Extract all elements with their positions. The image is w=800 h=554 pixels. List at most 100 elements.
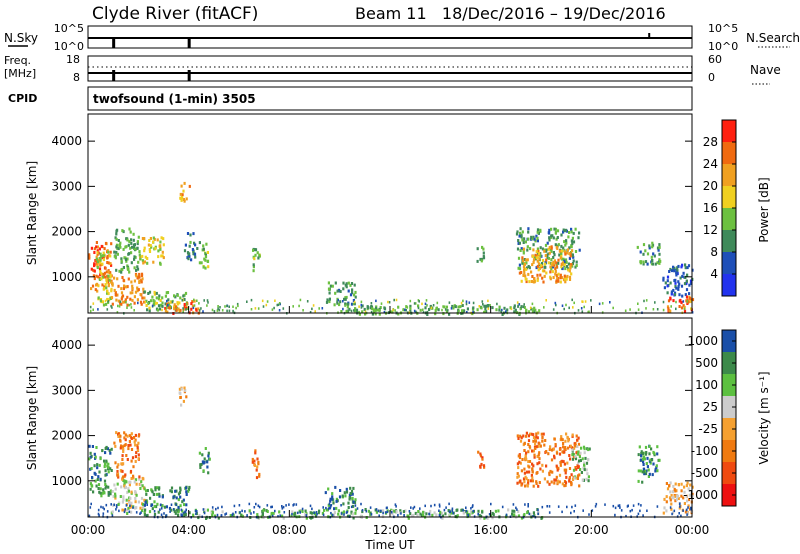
range-cell (532, 439, 535, 443)
range-cell (421, 302, 423, 306)
range-cell (438, 514, 441, 517)
range-cell (354, 511, 357, 515)
range-cell (572, 455, 575, 459)
y-tick-label: 1000 (51, 474, 82, 488)
range-cell (543, 477, 546, 481)
range-cell (131, 287, 134, 290)
range-cell (117, 503, 120, 506)
range-cell (548, 251, 551, 255)
range-cell (336, 301, 339, 305)
range-cell (350, 309, 353, 313)
range-cell (281, 505, 283, 508)
range-cell (250, 308, 253, 311)
range-cell (305, 514, 308, 517)
range-cell (174, 305, 178, 309)
range-cell (522, 251, 525, 255)
range-cell (192, 249, 195, 253)
range-cell (691, 492, 694, 496)
range-cell (550, 227, 553, 231)
range-cell (641, 452, 645, 456)
range-cell (656, 261, 659, 265)
range-cell (523, 480, 526, 484)
range-cell (554, 267, 557, 271)
range-cell (652, 462, 655, 466)
range-cell (277, 515, 279, 518)
range-cell (126, 257, 129, 261)
range-cell (529, 247, 532, 251)
range-cell (394, 503, 397, 506)
range-cell (116, 474, 119, 478)
range-cell (531, 309, 534, 313)
range-cell (523, 258, 526, 261)
range-cell (122, 287, 125, 291)
range-cell (185, 493, 188, 496)
range-cell (563, 462, 566, 466)
range-cell (361, 304, 364, 308)
range-cell (179, 486, 182, 490)
range-cell (344, 296, 347, 300)
range-cell (119, 469, 122, 473)
range-cell (169, 489, 172, 493)
range-cell (143, 510, 146, 514)
range-cell (102, 251, 105, 255)
range-cell (123, 444, 126, 448)
range-cell (563, 240, 566, 244)
range-cell (90, 267, 93, 271)
range-cell (99, 263, 102, 267)
range-cell (328, 502, 331, 506)
range-cell (132, 506, 134, 509)
range-cell (642, 262, 645, 266)
range-cell (562, 460, 565, 464)
range-cell (177, 498, 180, 502)
range-cell (667, 299, 671, 303)
range-cell (520, 469, 523, 473)
range-cell (146, 489, 149, 492)
colorbar-tick-label: 16 (703, 201, 718, 215)
range-cell (650, 255, 653, 259)
range-cell (455, 508, 458, 512)
range-cell (297, 511, 299, 515)
y-tick-label: 3000 (51, 383, 82, 397)
range-cell (301, 507, 304, 511)
range-cell (277, 303, 280, 306)
range-cell (323, 508, 326, 512)
range-cell (294, 511, 297, 515)
range-cell (105, 503, 108, 507)
range-cell (531, 470, 534, 474)
power-colorbar-label: Power [dB] (757, 177, 771, 242)
range-cell (129, 246, 132, 250)
range-cell (96, 266, 99, 269)
range-cell (438, 503, 441, 506)
range-cell (180, 403, 183, 407)
range-cell (651, 259, 654, 262)
range-cell (658, 261, 661, 265)
nave-tick-bottom: 0 (708, 71, 715, 84)
range-cell (105, 302, 108, 306)
range-cell (577, 450, 580, 454)
range-cell (156, 502, 159, 506)
range-cell (594, 505, 597, 508)
range-cell (673, 266, 676, 270)
range-cell (567, 235, 570, 239)
range-cell (118, 509, 120, 513)
range-cell (550, 245, 553, 249)
range-cell (181, 299, 184, 302)
range-cell (683, 485, 686, 489)
range-cell (207, 265, 210, 269)
range-cell (234, 511, 237, 514)
range-cell (353, 300, 356, 304)
range-cell (122, 475, 125, 479)
range-cell (345, 309, 348, 313)
range-cell (262, 509, 265, 512)
range-cell (107, 284, 110, 288)
range-cell (462, 299, 464, 303)
range-cell (116, 465, 119, 469)
range-cell (254, 253, 257, 257)
range-cell (686, 300, 689, 303)
range-cell (463, 309, 466, 313)
cpid-label: CPID (8, 92, 37, 105)
range-cell (673, 269, 676, 273)
range-cell (415, 310, 417, 314)
range-cell (564, 280, 567, 284)
range-cell (102, 258, 105, 262)
